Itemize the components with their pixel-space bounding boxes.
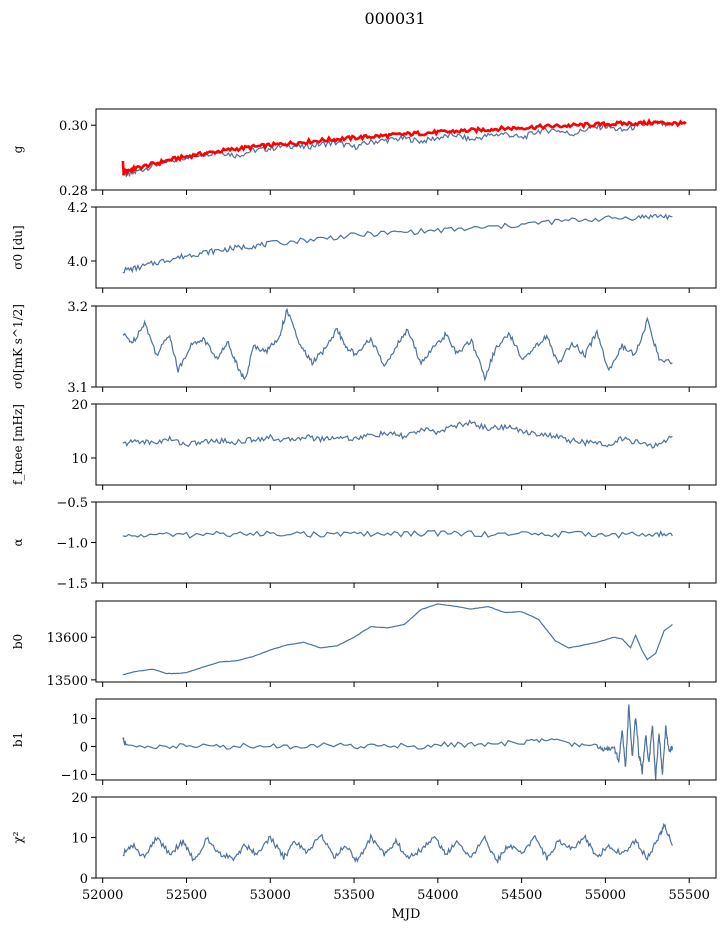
y-axis-label: χ²	[11, 831, 25, 843]
ytick-label: −0.5	[56, 496, 88, 511]
panel-frame	[95, 403, 717, 486]
panel-fknee: 10 20 f_knee [mHz]	[11, 398, 717, 490]
xtick-label: 52000	[82, 888, 123, 903]
panel-g: 0.28 0.30 g	[11, 108, 717, 199]
xtick-label: 52500	[166, 888, 207, 903]
panel-frame	[95, 305, 717, 388]
xtick-label: 55000	[585, 888, 626, 903]
ytick-label: 0	[80, 740, 88, 755]
xtick-label: 54000	[417, 888, 458, 903]
series-line-b0-0	[122, 603, 673, 676]
ytick-label: 13500	[47, 674, 88, 689]
ytick-label: 4.2	[67, 201, 88, 216]
xtick-label: 53000	[250, 888, 291, 903]
xtick-label: 54500	[501, 888, 542, 903]
series-line-sigma0_mk-0	[122, 307, 673, 382]
panel-frame	[95, 600, 717, 683]
panel-frame	[95, 108, 717, 191]
y-axis-label: α	[11, 538, 25, 546]
panel-b0: 13500 13600 b0	[11, 600, 717, 689]
ytick-label: 4.0	[67, 255, 88, 270]
y-axis-label: g	[11, 145, 25, 153]
series-line-alpha-0	[122, 529, 673, 539]
y-axis-label: σ0 [du]	[11, 225, 25, 269]
series-line-g-1	[121, 117, 687, 178]
panel-frame	[95, 206, 717, 289]
ytick-label: 10	[71, 713, 88, 728]
series-line-chi2-0	[122, 822, 673, 865]
ytick-label: 13600	[47, 631, 88, 646]
ytick-label: −10	[61, 768, 88, 783]
series-line-b1-0	[122, 704, 673, 780]
panel-sigma0_du: 4.0 4.2 σ0 [du]	[11, 201, 717, 293]
xtick-label: 53500	[333, 888, 374, 903]
ytick-label: 3.1	[67, 381, 88, 396]
x-axis-label: MJD	[392, 907, 421, 922]
ytick-label: 20	[71, 398, 88, 413]
ytick-label: 0.28	[59, 184, 88, 199]
series-line-fknee-0	[122, 419, 673, 449]
panels-group: 0.28 0.30 g 4.0 4.2 σ0 [du] 3.1 3.2 σ0[mK s^1/2]…	[11, 108, 717, 922]
panel-frame	[95, 698, 717, 781]
panel-chi2: 0 10 20 52000 52500 53000 53500 54000 54500 55000…	[11, 791, 717, 922]
y-axis-label: b1	[11, 732, 25, 747]
y-axis-label: b0	[11, 634, 25, 649]
panel-alpha: −1.5 −1.0 −0.5 α	[11, 496, 717, 592]
y-axis-label: f_knee [mHz]	[11, 404, 25, 485]
ytick-label: 10	[71, 452, 88, 467]
panel-b1: −10 0 10 b1	[11, 698, 717, 785]
ytick-label: 10	[71, 832, 88, 847]
panel-frame	[95, 796, 717, 879]
ytick-label: 20	[71, 791, 88, 806]
panel-frame	[95, 501, 717, 584]
series-line-sigma0_du-0	[122, 213, 673, 274]
y-axis-label: σ0[mK s^1/2]	[11, 304, 25, 389]
series-line-g-0	[122, 119, 673, 178]
xtick-label: 55500	[669, 888, 710, 903]
ytick-label: 3.2	[67, 300, 88, 315]
ytick-label: −1.5	[56, 577, 88, 592]
panel-sigma0_mk: 3.1 3.2 σ0[mK s^1/2]	[11, 300, 717, 396]
figure-title: 000031	[364, 9, 425, 28]
ytick-label: 0	[80, 872, 88, 887]
ytick-label: 0.30	[59, 119, 88, 134]
ytick-label: −1.0	[56, 537, 88, 552]
